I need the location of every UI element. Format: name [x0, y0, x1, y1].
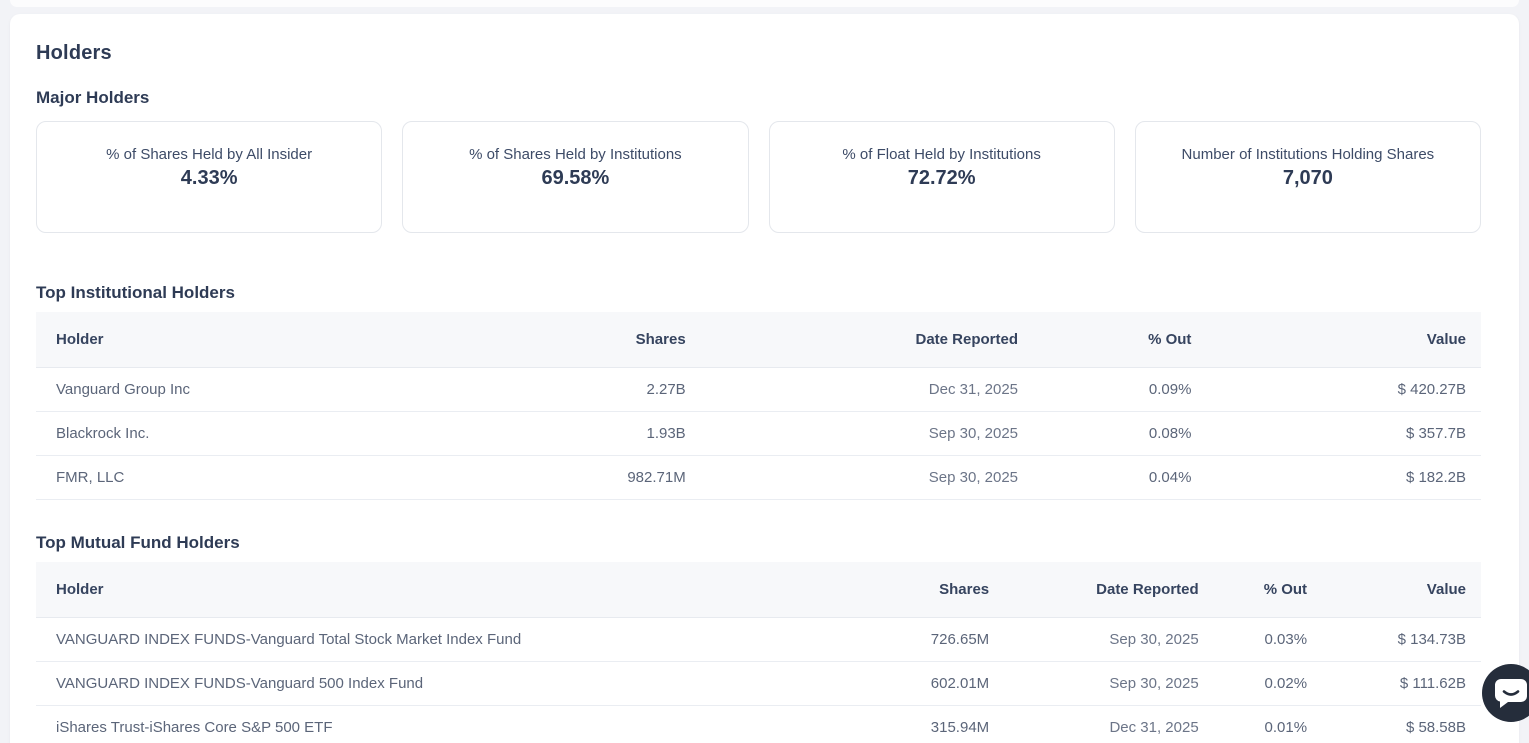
holder-name-cell: Vanguard Group Inc: [36, 367, 484, 412]
mutual-fund-holders-heading: Top Mutual Fund Holders: [36, 533, 240, 552]
table-row: Blackrock Inc. 1.93B Sep 30, 2025 0.08% …: [36, 411, 1481, 456]
date-reported-cell: Sep 30, 2025: [1004, 661, 1214, 706]
table-row: Vanguard Group Inc 2.27B Dec 31, 2025 0.…: [36, 367, 1481, 412]
holder-name-cell: Blackrock Inc.: [36, 411, 484, 456]
institutional-holders-heading: Top Institutional Holders: [36, 283, 235, 302]
stat-label: % of Shares Held by Institutions: [469, 146, 682, 163]
column-header-date-reported: Date Reported: [1004, 562, 1214, 618]
stat-card-institutions-count: Number of Institutions Holding Shares 7,…: [1134, 121, 1481, 233]
table-header-row: Holder Shares Date Reported % Out Value: [36, 562, 1481, 618]
column-header-pct-out: % Out: [1033, 312, 1207, 368]
major-holders-heading: Major Holders: [36, 88, 150, 107]
chat-launcher-button[interactable]: [1482, 664, 1529, 722]
table-row: VANGUARD INDEX FUNDS-Vanguard 500 Index …: [36, 661, 1481, 706]
table-row: FMR, LLC 982.71M Sep 30, 2025 0.04% $ 18…: [36, 455, 1481, 500]
shares-cell: 982.71M: [483, 455, 701, 500]
value-cell: $ 182.2B: [1206, 455, 1481, 500]
major-holders-cards: % of Shares Held by All Insider 4.33% % …: [36, 121, 1481, 233]
pct-out-cell: 0.01%: [1213, 705, 1323, 743]
page-title: Holders: [36, 42, 112, 64]
table-row: VANGUARD INDEX FUNDS-Vanguard Total Stoc…: [36, 617, 1481, 662]
holder-name-cell: VANGUARD INDEX FUNDS-Vanguard Total Stoc…: [36, 617, 788, 662]
pct-out-cell: 0.02%: [1213, 661, 1323, 706]
holder-name-cell: iShares Trust-iShares Core S&P 500 ETF: [36, 705, 788, 743]
column-header-value: Value: [1206, 312, 1481, 368]
pct-out-cell: 0.03%: [1213, 617, 1323, 662]
column-header-date-reported: Date Reported: [700, 312, 1034, 368]
column-header-shares: Shares: [787, 562, 1005, 618]
shares-cell: 2.27B: [483, 367, 701, 412]
date-reported-cell: Sep 30, 2025: [700, 411, 1034, 456]
column-header-holder: Holder: [36, 562, 788, 618]
institutional-holders-table: Holder Shares Date Reported % Out Value …: [36, 312, 1481, 500]
pct-out-cell: 0.04%: [1033, 455, 1207, 500]
value-cell: $ 111.62B: [1322, 661, 1481, 706]
date-reported-cell: Sep 30, 2025: [1004, 617, 1214, 662]
column-header-shares: Shares: [483, 312, 701, 368]
shares-cell: 315.94M: [787, 705, 1005, 743]
stat-label: % of Shares Held by All Insider: [106, 146, 313, 163]
date-reported-cell: Dec 31, 2025: [1004, 705, 1214, 743]
date-reported-cell: Sep 30, 2025: [700, 455, 1034, 500]
pct-out-cell: 0.08%: [1033, 411, 1207, 456]
holder-name-cell: FMR, LLC: [36, 455, 484, 500]
value-cell: $ 134.73B: [1322, 617, 1481, 662]
stat-value: 7,070: [1282, 167, 1333, 189]
stat-card-insider-shares-pct: % of Shares Held by All Insider 4.33%: [36, 121, 383, 233]
stat-value: 72.72%: [907, 167, 976, 189]
stat-label: % of Float Held by Institutions: [842, 146, 1041, 163]
column-header-pct-out: % Out: [1213, 562, 1323, 618]
shares-cell: 602.01M: [787, 661, 1005, 706]
stat-card-institution-shares-pct: % of Shares Held by Institutions 69.58%: [402, 121, 749, 233]
pct-out-cell: 0.09%: [1033, 367, 1207, 412]
table-header-row: Holder Shares Date Reported % Out Value: [36, 312, 1481, 368]
stat-value: 4.33%: [180, 167, 238, 189]
holder-name-cell: VANGUARD INDEX FUNDS-Vanguard 500 Index …: [36, 661, 788, 706]
value-cell: $ 58.58B: [1322, 705, 1481, 743]
value-cell: $ 357.7B: [1206, 411, 1481, 456]
stat-label: Number of Institutions Holding Shares: [1181, 146, 1435, 163]
shares-cell: 726.65M: [787, 617, 1005, 662]
stat-card-institution-float-pct: % of Float Held by Institutions 72.72%: [768, 121, 1115, 233]
table-row: iShares Trust-iShares Core S&P 500 ETF 3…: [36, 705, 1481, 743]
column-header-holder: Holder: [36, 312, 484, 368]
date-reported-cell: Dec 31, 2025: [700, 367, 1034, 412]
stat-value: 69.58%: [541, 167, 610, 189]
value-cell: $ 420.27B: [1206, 367, 1481, 412]
shares-cell: 1.93B: [483, 411, 701, 456]
mutual-fund-holders-table: Holder Shares Date Reported % Out Value …: [36, 562, 1481, 743]
holders-panel: Holders Major Holders % of Shares Held b…: [10, 14, 1519, 743]
column-header-value: Value: [1322, 562, 1481, 618]
previous-card-bottom-edge: [10, 0, 1519, 7]
